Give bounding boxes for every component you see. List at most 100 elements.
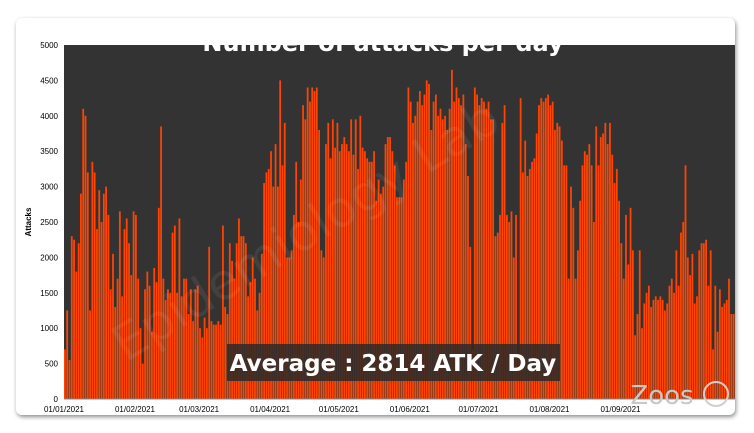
bar [625,214,627,399]
x-tick-label: 01/04/2021 [250,405,291,414]
bar [212,324,215,399]
bar [386,137,389,399]
bar [435,94,437,399]
bar [634,335,637,399]
y-tick-label: 1500 [40,289,58,298]
bar [68,360,71,399]
bar [496,232,499,399]
bar [233,278,236,399]
bar [583,151,586,399]
bar [728,278,730,399]
bar [505,214,508,399]
bar [263,183,266,399]
bar [483,101,485,399]
bar [631,250,634,399]
bar [180,296,183,399]
bar [700,243,703,399]
bar [725,299,728,399]
bar [528,168,531,399]
bar [162,278,165,399]
bar [593,222,595,399]
bar [338,151,341,399]
bar [563,165,566,399]
bar [602,133,604,399]
bar [329,158,332,399]
bar [203,317,206,399]
bar [343,137,346,399]
bar [192,321,195,399]
bar [693,303,696,399]
bar [670,278,673,399]
bar [714,285,717,399]
bar [400,197,403,399]
bar [132,211,135,399]
bar [423,94,426,399]
bar [157,207,160,399]
bar [272,186,275,399]
bar [64,349,66,399]
bar [293,214,295,399]
bar [160,126,162,400]
bar [373,151,375,399]
bar [105,186,108,399]
bar [302,105,304,400]
bars-group [64,69,735,400]
bar [718,289,721,399]
attacks-chart: 0 500 1000 1500 2000 2500 3000 3500 4000 4500 5000… [24,29,735,414]
bar [315,87,318,399]
bar [144,289,146,399]
bar [364,151,366,399]
bar [675,250,678,399]
bar [604,122,607,399]
bar [128,243,130,399]
bar [189,289,192,399]
bar [508,222,511,399]
bar [519,98,522,399]
bar [627,264,630,399]
bar [396,197,398,399]
bar [70,236,73,399]
bar [73,239,75,399]
bar [341,144,343,399]
bar [439,108,442,399]
bar [659,296,662,399]
bar [609,122,611,399]
bar [121,296,124,399]
bar [242,236,245,399]
bar [542,101,545,399]
average-annotation: Average : 2814 ATK / Day [230,351,557,377]
bar [613,183,616,399]
bar [265,172,268,399]
bar [240,236,243,399]
bar [75,271,78,399]
bar [723,303,726,399]
bar [244,243,247,399]
bar [164,299,167,399]
bar [476,94,479,399]
bar [375,200,378,399]
bar [311,87,314,399]
bar [611,154,614,399]
bar [173,225,176,399]
bar [684,165,687,399]
bar [125,218,128,399]
y-tick-label: 2000 [40,253,58,262]
bar [540,98,543,399]
bar [130,275,133,399]
bar [382,186,385,399]
bar [451,69,453,399]
bar [629,207,632,399]
bar [414,115,417,400]
bar [325,144,327,399]
bar [352,154,355,399]
bar [567,278,570,399]
bar [526,175,529,399]
bar [322,257,325,399]
bar [691,253,694,399]
y-tick-label: 0 [54,395,59,404]
bar [570,186,572,399]
bar [432,101,435,399]
bar [318,129,320,399]
bar [276,186,279,399]
bar [522,172,524,399]
